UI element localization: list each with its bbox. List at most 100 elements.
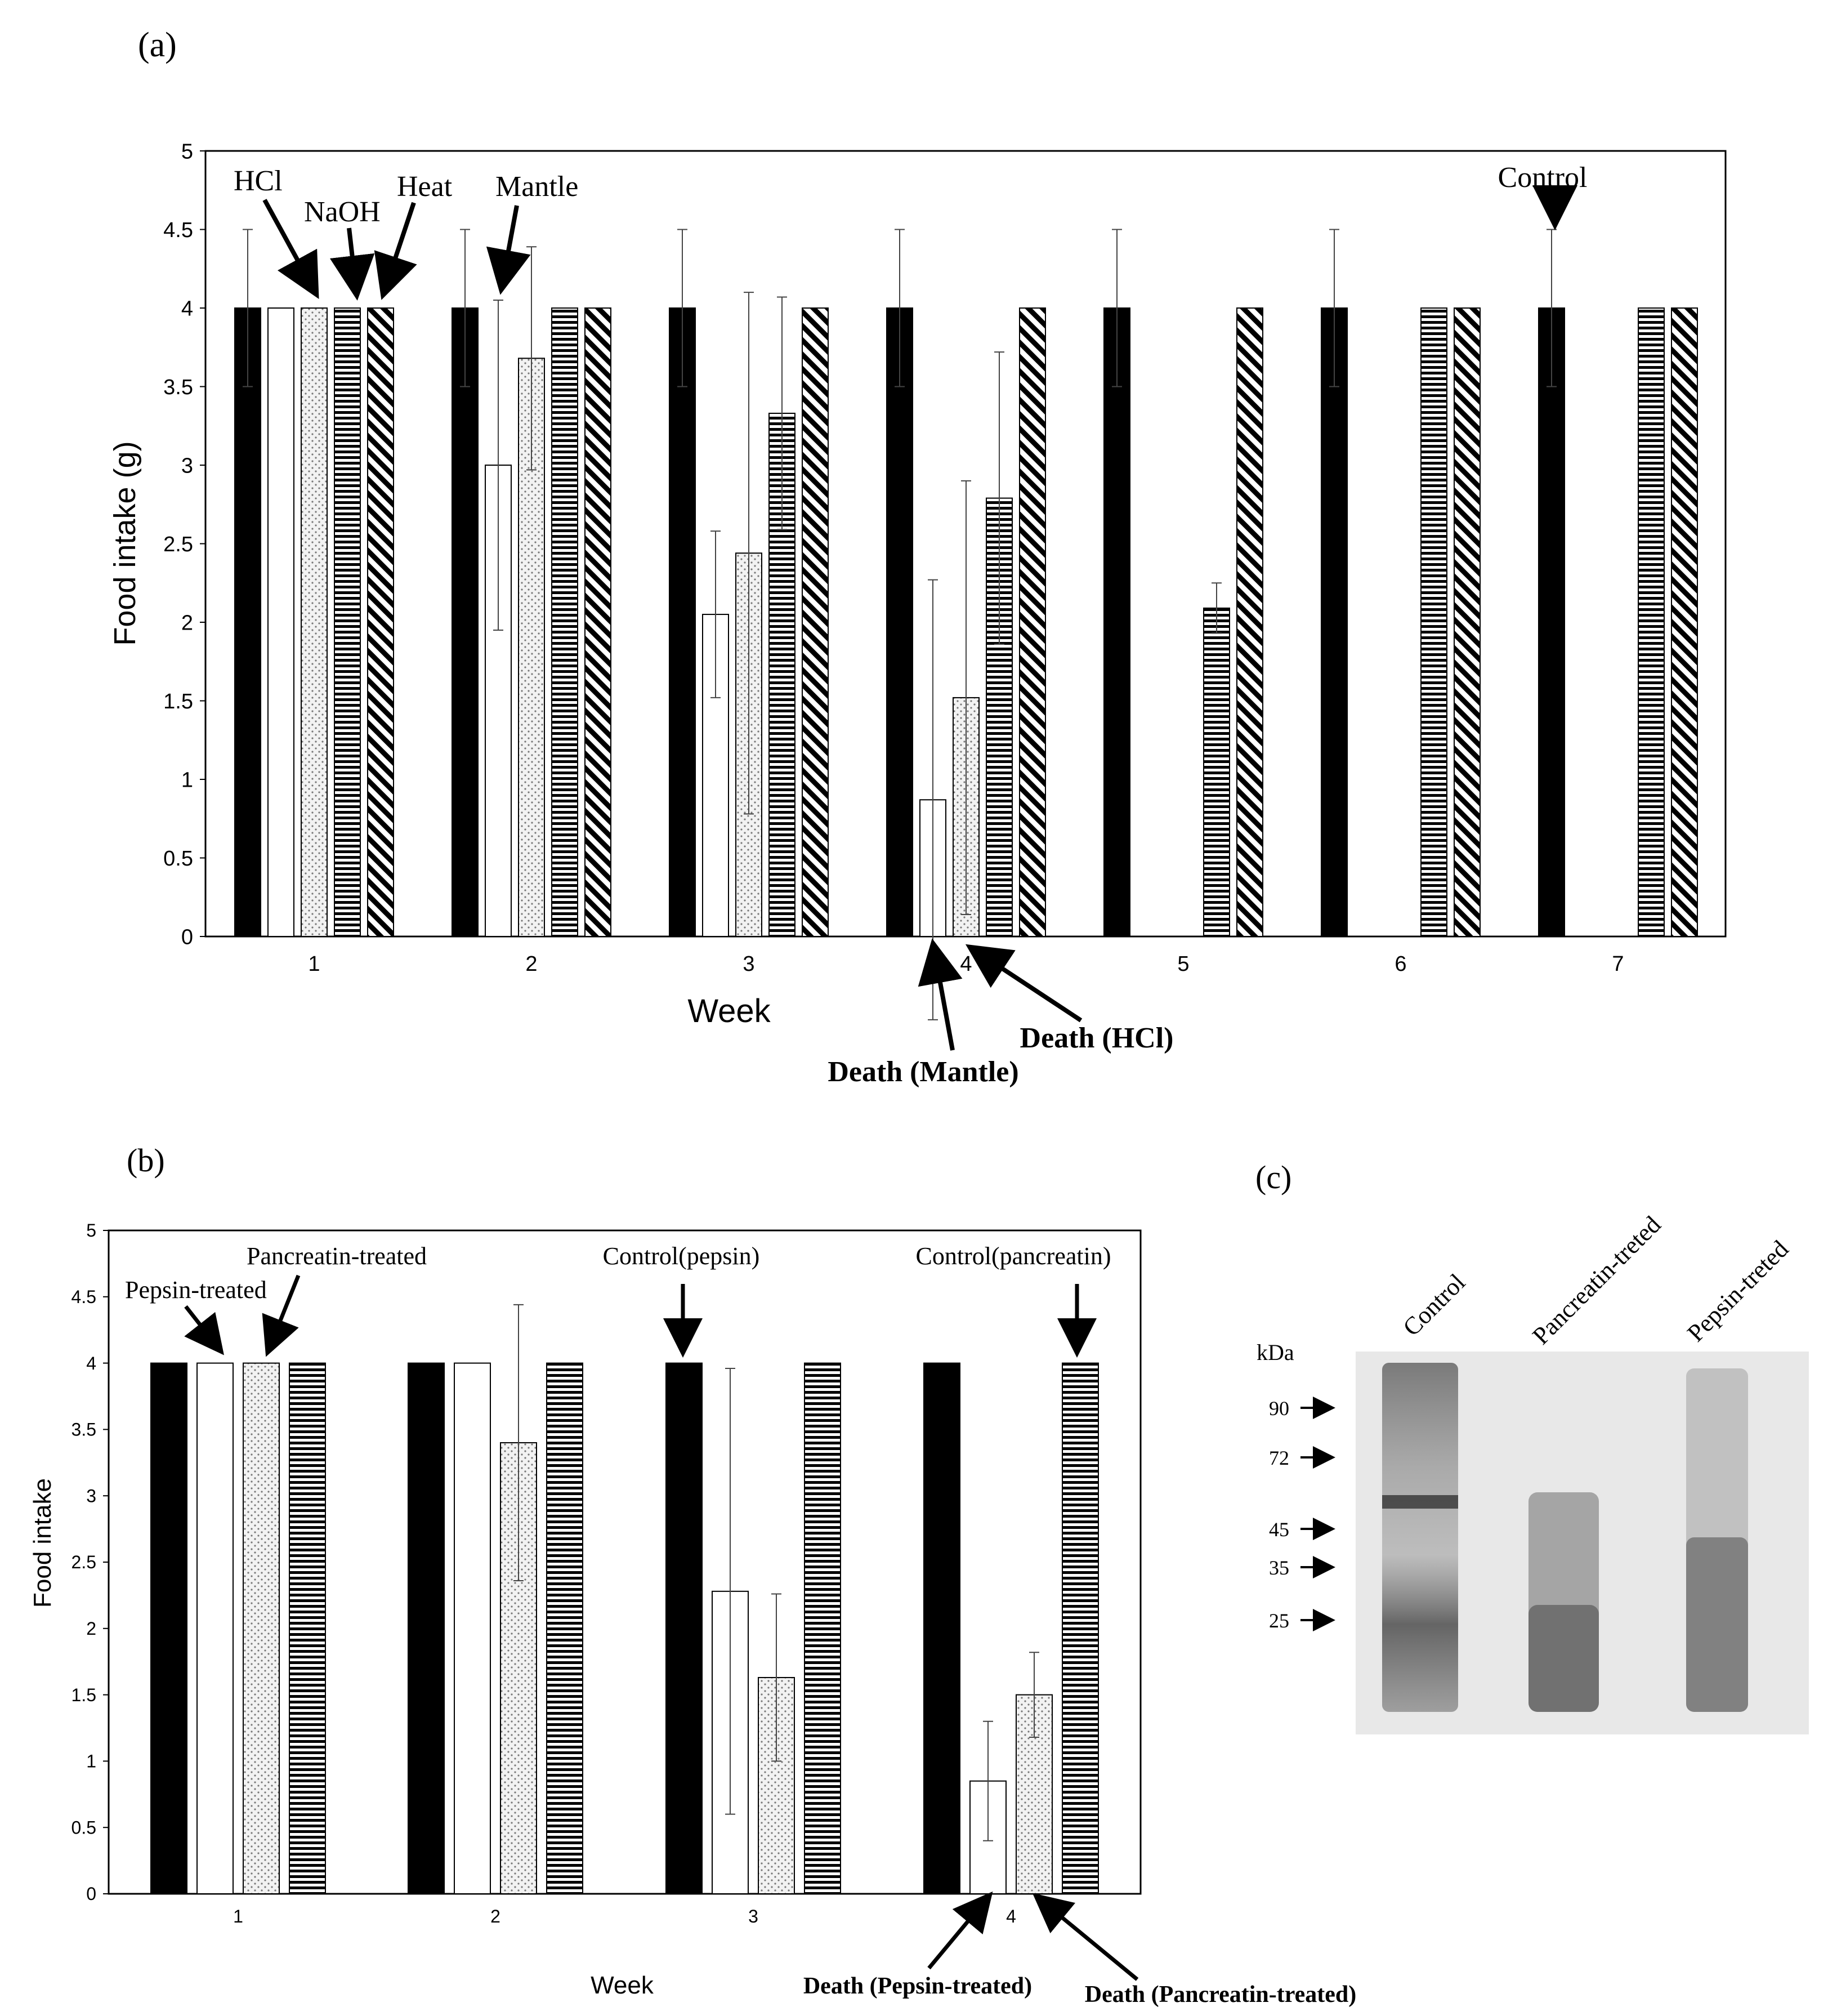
bar-hlines-week-1	[289, 1362, 326, 1895]
annotation-death-hcl: Death (HCl)	[1020, 1022, 1174, 1054]
gel-lane-pepsin-bottom	[1686, 1537, 1748, 1712]
y-tick-label: 1	[86, 1751, 96, 1772]
annotation-mantle: Mantle	[495, 171, 578, 203]
bar-solid-week-5	[1103, 307, 1130, 937]
y-tick-label: 1	[181, 768, 193, 792]
gel-panel: Control Pancreatin-treted Pepsin-treted …	[1257, 1211, 1809, 1734]
panel-b-label: (b)	[127, 1142, 165, 1179]
chart-a-x-label: Week	[687, 993, 771, 1029]
bar-dots-week-1	[243, 1362, 280, 1895]
annotation-death-pancreatin-treated: Death (Pancreatin-treated)	[1085, 1982, 1356, 2008]
gel-lane-control-band-25	[1382, 1495, 1458, 1509]
annotation-death-mantle-arrow	[918, 938, 963, 1051]
annotation-pancreatin-treated-arrow	[262, 1274, 301, 1357]
gel-lane-label-pancreatin: Pancreatin-treted	[1527, 1211, 1666, 1350]
chart-b-y-label: Food intake	[29, 1478, 56, 1608]
bar-dots-week-1	[301, 307, 328, 937]
gel-marker-label: 35	[1269, 1556, 1289, 1579]
x-tick-label: 2	[525, 952, 537, 976]
bar-solid-week-4	[923, 1362, 960, 1895]
bar-hlines-week-5	[1203, 607, 1230, 937]
gel-marker-label: 45	[1269, 1518, 1289, 1541]
bar-solid-week-4	[886, 307, 913, 937]
bar-solid-week-1	[234, 307, 261, 937]
x-tick-label: 2	[490, 1906, 500, 1926]
bar-solid-week-3	[669, 307, 696, 937]
bar-hlines-week-2	[551, 307, 578, 937]
annotation-pepsin-treated: Pepsin-treated	[125, 1276, 267, 1304]
gel-markers: 90 72 45 35 25	[1269, 1397, 1335, 1632]
y-tick-label: 1.5	[71, 1685, 96, 1705]
annotation-naoh: NaOH	[304, 196, 381, 228]
gel-lane-label-control: Control	[1397, 1268, 1471, 1341]
y-tick-label: 4.5	[163, 218, 193, 242]
y-tick-label: 5	[86, 1220, 96, 1241]
chart-a-y-label: Food intake (g)	[108, 441, 142, 645]
bar-solid-week-2	[452, 307, 479, 937]
annotation-death-pepsin-treated-arrow	[927, 1891, 993, 1970]
annotation-naoh-arrow	[329, 228, 375, 301]
x-tick-label: 6	[1395, 952, 1406, 976]
chart-b-bars	[150, 1362, 1099, 1895]
gel-kda-label: kDa	[1257, 1340, 1294, 1365]
bar-hlines-week-6	[1420, 307, 1447, 937]
y-tick-label: 2	[86, 1618, 96, 1639]
bar-solid-week-6	[1321, 307, 1348, 937]
gel-lane-control	[1382, 1363, 1458, 1712]
x-tick-label: 3	[748, 1906, 758, 1926]
y-tick-label: 4.5	[71, 1287, 96, 1307]
y-tick-label: 4	[181, 297, 193, 320]
y-tick-label: 0	[181, 925, 193, 949]
bar-white-week-2	[454, 1362, 491, 1895]
x-tick-label: 4	[1006, 1906, 1016, 1926]
annotation-pancreatin-treated: Pancreatin-treated	[247, 1242, 427, 1270]
chart-b-error-bars	[513, 1304, 1039, 1841]
chart-b-x-ticks: 1 2 3 4	[233, 1906, 1016, 1926]
chart-b-x-label: Week	[591, 1972, 654, 1999]
annotation-hcl-arrow	[262, 199, 319, 300]
annotation-heat: Heat	[397, 171, 453, 203]
bar-diagonal-week-1	[367, 307, 394, 937]
y-tick-label: 5	[181, 140, 193, 163]
chart-a-y-ticks: 0 0.5 1 1.5 2 2.5 3 3.5 4 4.5 5	[163, 140, 205, 949]
bar-hlines-week-2	[546, 1362, 583, 1895]
y-tick-label: 2.5	[71, 1552, 96, 1572]
x-tick-label: 1	[233, 1906, 243, 1926]
x-tick-label: 1	[308, 952, 320, 976]
bar-diagonal-week-3	[802, 307, 829, 937]
chart-a-x-ticks: 1 2 3 4 5 6 7	[308, 952, 1624, 976]
bar-solid-week-1	[150, 1362, 187, 1895]
panel-a-label: (a)	[138, 26, 177, 64]
x-tick-label: 3	[743, 952, 754, 976]
y-tick-label: 1.5	[163, 690, 193, 713]
y-tick-label: 2.5	[163, 533, 193, 556]
annotation-control-pancreatin: Control(pancreatin)	[916, 1242, 1111, 1270]
chart-a-bars	[234, 307, 1698, 938]
bar-diagonal-week-2	[584, 307, 611, 937]
y-tick-label: 0	[86, 1884, 96, 1904]
chart-a-annotations: HCl NaOH Heat Mantle Control Death (Mant…	[234, 162, 1587, 1088]
chart-b-annotations: Pepsin-treated Pancreatin-treated Contro…	[125, 1242, 1356, 2008]
y-tick-label: 4	[86, 1353, 96, 1373]
y-tick-label: 0.5	[163, 847, 193, 871]
x-tick-label: 4	[960, 952, 972, 976]
bar-white-week-1	[267, 307, 294, 937]
chart-a: 0 0.5 1 1.5 2 2.5 3 3.5 4 4.5 5 1 2 3 4 5 6 7 Week Food …	[108, 140, 1727, 1088]
annotation-death-pancreatin-treated-arrow	[1032, 1893, 1139, 1981]
bar-solid-week-3	[665, 1362, 703, 1895]
bar-diagonal-week-4	[1019, 307, 1046, 937]
y-tick-label: 3.5	[163, 376, 193, 399]
x-tick-label: 5	[1177, 952, 1189, 976]
bar-solid-week-7	[1538, 307, 1565, 937]
gel-marker-label: 25	[1269, 1609, 1289, 1632]
annotation-death-mantle: Death (Mantle)	[828, 1056, 1018, 1088]
bar-hlines-week-4	[1062, 1362, 1099, 1895]
panel-c-label: (c)	[1255, 1159, 1291, 1196]
gel-lane-pepsin	[1686, 1368, 1748, 1712]
annotation-mantle-arrow	[486, 205, 531, 295]
gel-marker-label: 90	[1269, 1397, 1289, 1420]
annotation-death-pepsin-treated: Death (Pepsin-treated)	[803, 1973, 1032, 1999]
bar-diagonal-week-7	[1671, 307, 1698, 937]
annotation-heat-arrow	[374, 202, 417, 300]
